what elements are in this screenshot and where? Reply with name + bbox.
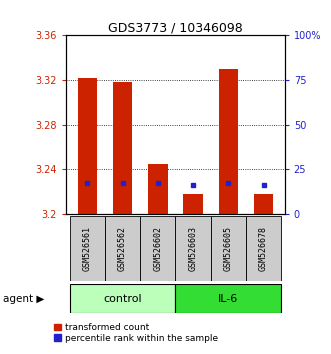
Bar: [218, 69, 238, 214]
Bar: [175, 284, 281, 313]
Bar: [140, 216, 175, 281]
Text: control: control: [103, 294, 142, 304]
Text: GSM526561: GSM526561: [83, 226, 92, 271]
Bar: [175, 216, 211, 281]
Bar: [148, 164, 167, 214]
Text: GSM526678: GSM526678: [259, 226, 268, 271]
Bar: [70, 216, 105, 281]
Bar: [70, 284, 175, 313]
Bar: [211, 216, 246, 281]
Text: GSM526602: GSM526602: [153, 226, 162, 271]
Bar: [183, 194, 203, 214]
Bar: [254, 194, 273, 214]
Text: IL-6: IL-6: [218, 294, 238, 304]
Bar: [78, 78, 97, 214]
Text: GSM526605: GSM526605: [224, 226, 233, 271]
Bar: [113, 82, 132, 214]
Bar: [105, 216, 140, 281]
Title: GDS3773 / 10346098: GDS3773 / 10346098: [108, 21, 243, 34]
Text: GSM526603: GSM526603: [189, 226, 198, 271]
Text: agent ▶: agent ▶: [3, 294, 45, 304]
Bar: [246, 216, 281, 281]
Legend: transformed count, percentile rank within the sample: transformed count, percentile rank withi…: [54, 323, 218, 343]
Text: GSM526562: GSM526562: [118, 226, 127, 271]
